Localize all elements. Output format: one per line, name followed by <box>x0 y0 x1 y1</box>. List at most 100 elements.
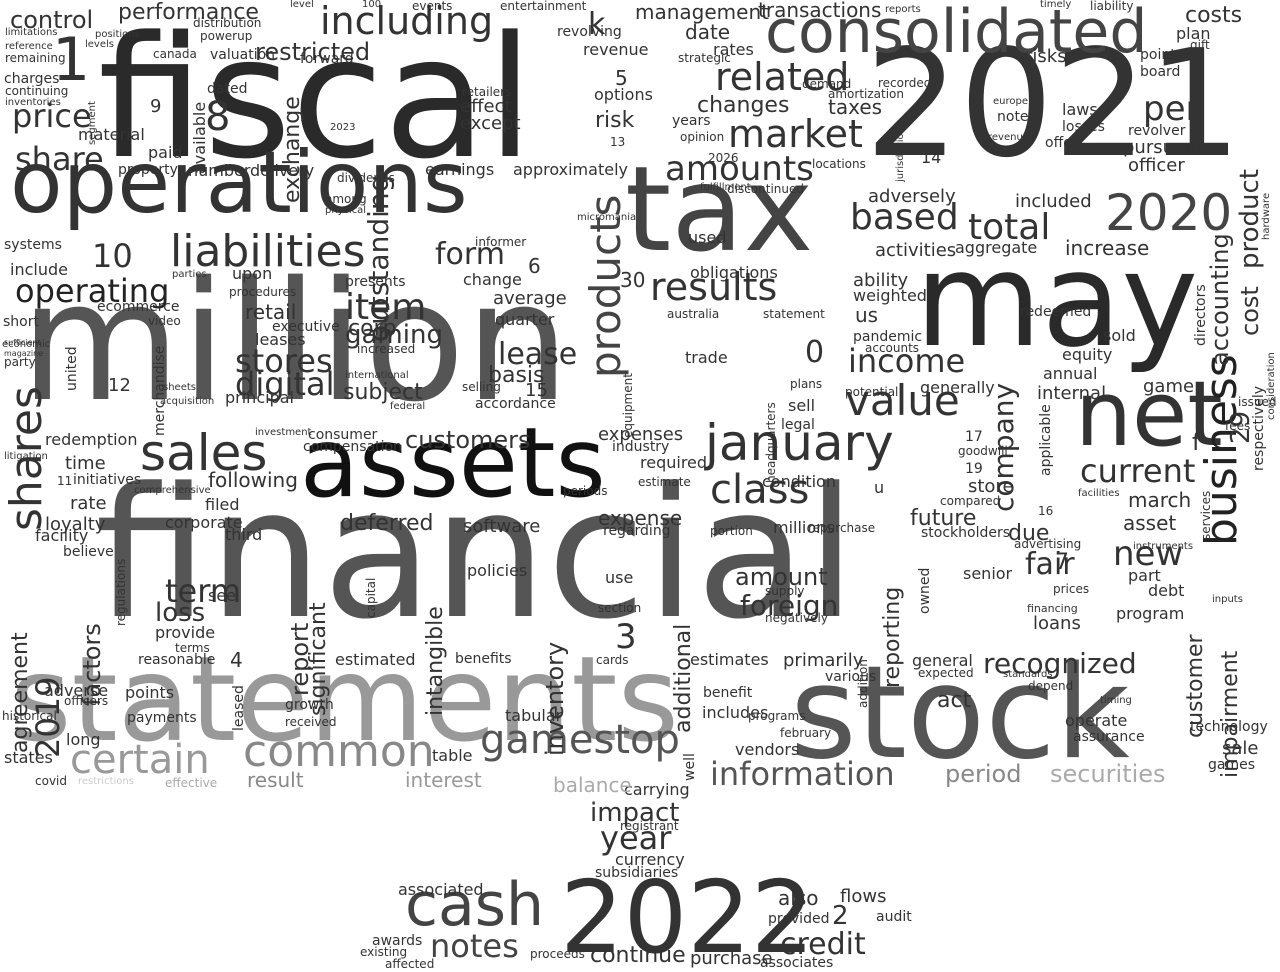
word-delivery: delivery <box>250 161 315 180</box>
word-rate: rate <box>70 493 107 514</box>
word-statement: statement <box>763 307 825 321</box>
word-continue: continue <box>590 943 686 968</box>
word-benefits: benefits <box>455 651 512 667</box>
word-estimate: estimate <box>638 475 691 489</box>
word-forward: forward <box>300 51 354 67</box>
word-segment: segment <box>87 101 98 145</box>
word-date: date <box>685 20 731 44</box>
word-agreement: agreement <box>8 632 33 753</box>
word-fulfillment: fulfillment <box>700 182 751 193</box>
word-affected: affected <box>385 957 435 971</box>
word-u: u <box>874 478 885 497</box>
word-canada: canada <box>153 47 197 61</box>
word-levels: levels <box>85 39 114 50</box>
word-information: information <box>710 755 895 793</box>
word-sold: sold <box>1103 326 1136 345</box>
word-f: f <box>1192 428 1201 456</box>
word-timing: timing <box>1100 695 1132 706</box>
word-millions: millions <box>773 518 835 537</box>
word-interest: interest <box>405 768 482 792</box>
word-offer: offer <box>1045 135 1078 151</box>
word-form: form <box>435 237 505 272</box>
word-upon: upon <box>232 264 273 283</box>
word-directors: directors <box>1193 284 1209 346</box>
word-stockholders: stockholders <box>921 525 1011 541</box>
word-restricted: restricted <box>255 38 371 66</box>
word-games: games <box>1208 757 1256 773</box>
word-inventories: inventories <box>5 97 61 108</box>
word-n5: 5 <box>615 66 628 90</box>
word-n19: 19 <box>965 461 983 477</box>
word-accounts: accounts <box>865 341 920 355</box>
word-subject: subject <box>343 380 423 405</box>
word-loyalty: loyalty <box>45 514 106 535</box>
word-goodwill: goodwill <box>958 444 1008 458</box>
word-revenue: revenue <box>583 40 649 59</box>
word-value: value <box>845 376 960 425</box>
word-reports: reports <box>885 4 921 15</box>
word-taxes: taxes <box>828 95 883 119</box>
word-assets: assets <box>300 407 606 519</box>
word-carrying: carrying <box>624 780 690 799</box>
word-subsidiaries: subsidiaries <box>595 865 679 881</box>
word-plan: plan <box>1176 24 1211 43</box>
word-activities: activities <box>875 240 957 261</box>
word-debt: debt <box>1148 581 1185 600</box>
word-tax: tax <box>625 140 814 278</box>
word-pursuant: pursuant <box>1123 137 1204 158</box>
word-level: level <box>290 0 314 10</box>
word-section: section <box>598 601 642 615</box>
word-flows: flows <box>840 886 887 907</box>
word-procedures: procedures <box>229 285 297 299</box>
word-stores: stores <box>235 342 333 380</box>
word-revolver: revolver <box>1128 123 1186 139</box>
word-tabular: tabular <box>505 706 563 725</box>
word-cards: cards <box>596 653 629 667</box>
word-management: management <box>635 0 769 24</box>
word-programs: programs <box>748 709 806 723</box>
word-officers: officers <box>64 694 109 708</box>
word-fiscal: fiscal <box>98 0 534 196</box>
word-aggregate: aggregate <box>955 238 1038 257</box>
word-remaining: remaining <box>5 51 66 65</box>
word-annual: annual <box>1043 364 1098 383</box>
word-software: software <box>463 516 541 537</box>
word-officer: officer <box>1128 155 1185 176</box>
word-see: see <box>208 586 237 605</box>
word-obligations: obligations <box>690 263 778 282</box>
word-product: product <box>1235 168 1265 269</box>
word-long: long <box>66 730 101 749</box>
word-consideration: consideration <box>1266 352 1277 420</box>
word-also: also <box>778 886 819 910</box>
word-currency: currency <box>615 850 685 869</box>
word-limitations: limitations <box>5 27 58 38</box>
word-issued: issued <box>1238 395 1277 409</box>
word-timely: timely <box>1040 0 1072 10</box>
word-selling: selling <box>462 380 501 394</box>
word-except: except <box>460 113 521 134</box>
word-number: number <box>188 161 251 180</box>
word-item: item <box>345 287 427 328</box>
word-n16: 16 <box>1038 504 1054 518</box>
word-litigation: litigation <box>4 451 48 462</box>
word-years: years <box>672 113 711 129</box>
word-payments: payments <box>127 710 197 726</box>
word-sufficient: sufficient <box>4 338 41 347</box>
word-accordance: accordance <box>475 396 556 412</box>
word-hardware: hardware <box>1261 192 1272 240</box>
word-n17: 17 <box>965 429 983 445</box>
word-n0: 0 <box>805 335 825 370</box>
word-intangible: intangible <box>423 606 448 716</box>
word-expense: expense <box>598 506 683 530</box>
word-effect: effect <box>460 96 512 117</box>
word-regarding: regarding <box>603 523 671 539</box>
word-share: share <box>15 140 104 178</box>
word-industry: industry <box>612 439 670 455</box>
word-plans: plans <box>790 377 823 391</box>
word-n4: 4 <box>230 648 243 672</box>
word-portion: portion <box>710 524 753 538</box>
word-period: period <box>945 760 1022 788</box>
word-march: march <box>1128 488 1192 512</box>
word-expected: expected <box>918 666 974 680</box>
